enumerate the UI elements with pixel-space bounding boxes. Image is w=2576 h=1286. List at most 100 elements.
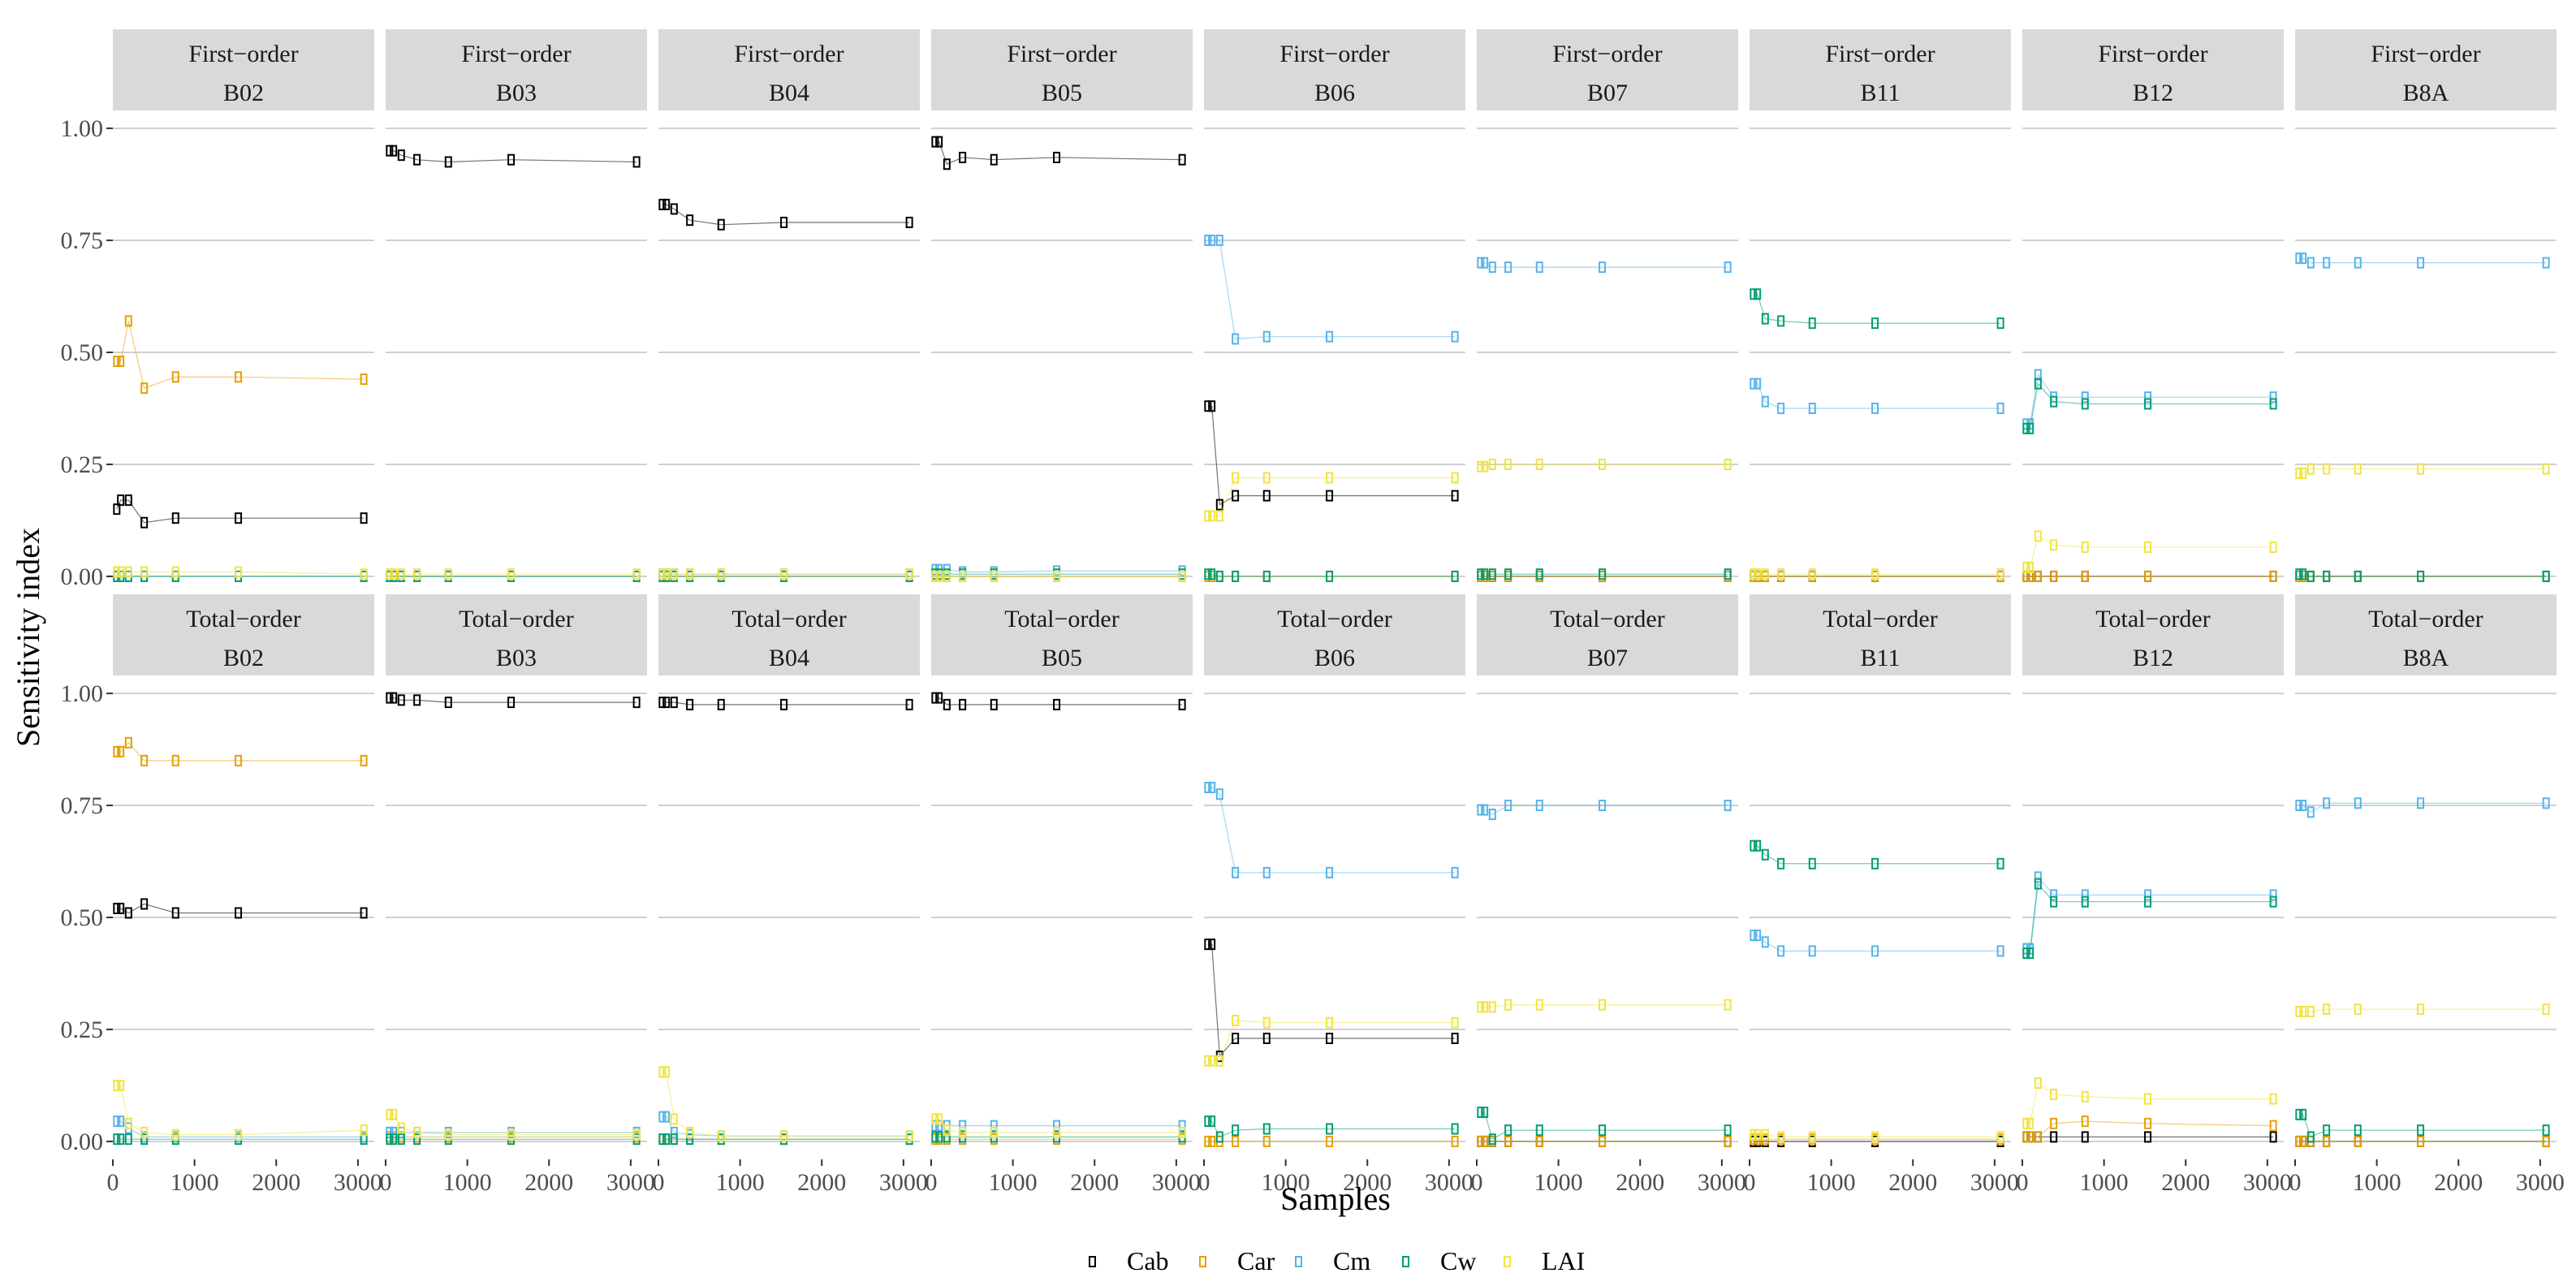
data-point-cm xyxy=(2295,252,2303,265)
legend-key-cab xyxy=(1089,1256,1096,1267)
data-point-lai xyxy=(2034,1077,2042,1090)
data-point-cw xyxy=(1477,568,1485,580)
data-point-lai xyxy=(1326,472,1334,484)
facet-strip xyxy=(1204,29,1465,110)
data-point-lai xyxy=(670,568,678,580)
data-point-cw xyxy=(2417,570,2425,582)
data-point-lai xyxy=(1215,510,1223,522)
data-point-lai xyxy=(235,1128,243,1141)
data-point-lai xyxy=(2081,542,2089,554)
data-point-cm xyxy=(2417,257,2425,269)
data-point-car xyxy=(2050,1117,2058,1129)
data-point-cab xyxy=(780,698,788,710)
data-point-lai xyxy=(780,1130,788,1142)
facet-panel: First−order B03 xyxy=(386,29,647,582)
x-tick-label: 0 xyxy=(107,1169,119,1196)
data-point-cm xyxy=(2542,797,2550,809)
series-line-cm xyxy=(2026,875,2274,950)
facet-strip xyxy=(1204,594,1465,675)
data-point-cw xyxy=(1481,568,1489,580)
data-point-lai xyxy=(1599,999,1607,1011)
data-point-cab xyxy=(686,698,694,710)
data-point-cm xyxy=(1761,395,1769,408)
data-point-cw xyxy=(1996,317,2004,330)
data-point-lai xyxy=(658,568,667,580)
data-point-lai xyxy=(1777,568,1785,580)
data-point-lai xyxy=(1326,1016,1334,1029)
series-line-cw xyxy=(2026,883,2274,954)
x-tick-label: 3000 xyxy=(1425,1169,1474,1196)
data-point-cw xyxy=(1808,317,1816,330)
data-point-cab xyxy=(360,512,368,524)
data-point-lai xyxy=(1535,999,1543,1011)
data-point-lai xyxy=(1488,1001,1496,1013)
series-line-cw xyxy=(1753,845,2001,865)
data-point-lai xyxy=(1750,1128,1758,1141)
facet-band-label: B11 xyxy=(1861,80,1901,106)
series-line-lai xyxy=(1753,1134,2001,1138)
series-line-cab xyxy=(389,150,637,163)
series-line-cw xyxy=(1480,1111,1728,1141)
data-point-lai xyxy=(2299,1005,2307,1017)
data-point-car xyxy=(113,745,121,757)
series-line-lai xyxy=(662,1071,910,1137)
data-point-cm xyxy=(1204,235,1212,247)
facet-order-label: Total−order xyxy=(1004,606,1119,632)
data-point-lai xyxy=(905,568,913,580)
data-point-lai xyxy=(360,1124,368,1137)
facet-band-label: B05 xyxy=(1042,645,1082,671)
x-tick-label: 2000 xyxy=(1343,1169,1392,1196)
y-tick-label: 1.00 xyxy=(61,680,104,707)
x-tick-label: 2000 xyxy=(2434,1169,2483,1196)
data-point-cw xyxy=(1754,288,1762,300)
data-point-cab xyxy=(390,692,398,704)
data-point-cw xyxy=(1750,288,1758,300)
data-point-cw xyxy=(1871,857,1879,870)
data-point-cm xyxy=(1208,235,1216,247)
data-point-car xyxy=(1208,1135,1216,1147)
data-point-cab xyxy=(1262,1033,1271,1044)
data-point-lai xyxy=(1204,1055,1212,1067)
x-tick-label: 2000 xyxy=(1888,1169,1937,1196)
data-point-cw xyxy=(1488,1133,1496,1146)
data-point-cab xyxy=(1451,1033,1459,1044)
series-line-cm xyxy=(1480,262,1728,268)
data-point-cm xyxy=(1488,809,1496,821)
x-tick-label: 0 xyxy=(2289,1169,2302,1196)
data-point-lai xyxy=(1215,1055,1223,1067)
facet-panel: Total−order B04 xyxy=(658,594,920,1146)
facet-strip xyxy=(931,594,1193,675)
data-point-cw xyxy=(2417,1124,2425,1137)
data-point-car xyxy=(2542,1135,2550,1147)
series-line-car xyxy=(116,741,365,762)
data-point-lai xyxy=(124,1117,132,1129)
data-point-cab xyxy=(140,516,149,529)
data-point-lai xyxy=(397,1122,405,1134)
data-point-cw xyxy=(943,1131,951,1143)
facet-panel: Total−order B06 xyxy=(1204,594,1465,1147)
x-tick-label: 0 xyxy=(1744,1169,1756,1196)
facet-panel: Total−order B12 xyxy=(2022,594,2284,1143)
data-point-car xyxy=(117,356,125,368)
data-point-cab xyxy=(935,692,943,704)
data-point-cab xyxy=(1215,498,1223,511)
data-point-cab xyxy=(1208,939,1216,951)
data-point-cm xyxy=(1504,261,1512,274)
y-tick-label: 0.00 xyxy=(61,1128,104,1155)
data-point-cw xyxy=(1488,568,1496,580)
data-point-cm xyxy=(1481,257,1489,269)
data-point-lai xyxy=(1451,1016,1459,1029)
facet-band-label: B12 xyxy=(2133,645,2173,671)
facet-strip xyxy=(658,594,920,675)
data-point-cab xyxy=(386,692,394,704)
data-point-cab xyxy=(717,698,725,710)
data-point-car xyxy=(1599,1135,1607,1147)
x-tick-label: 0 xyxy=(1471,1169,1483,1196)
data-point-cw xyxy=(1504,1124,1512,1137)
facet-panel: Total−order B05 xyxy=(931,594,1193,1146)
facet-band-label: B06 xyxy=(1314,645,1355,671)
data-point-lai xyxy=(2144,542,2152,554)
data-point-lai xyxy=(1871,568,1879,580)
series-line-lai xyxy=(1480,464,1728,468)
data-point-lai xyxy=(632,568,641,580)
